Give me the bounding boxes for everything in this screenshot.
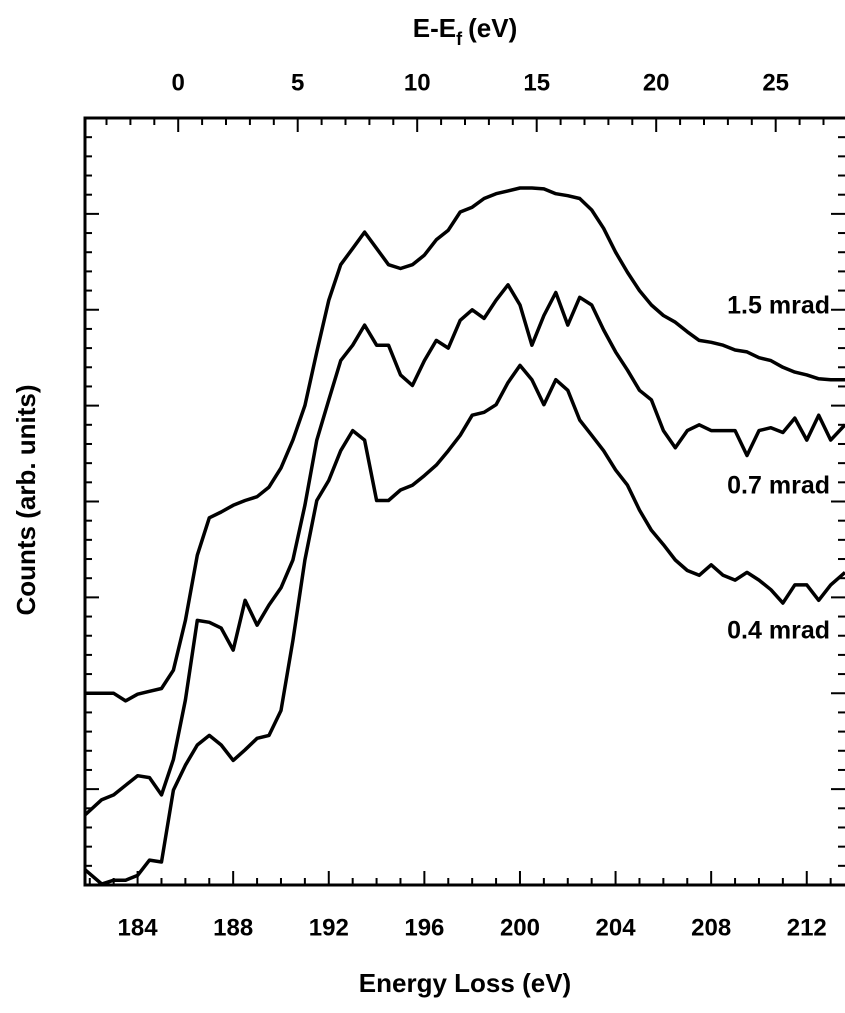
x2-tick-label: 25 [762,69,789,96]
x2-tick-label: 5 [291,69,304,96]
x-tick-label: 196 [404,914,444,941]
curve-label: 1.5 mrad [727,292,830,320]
plot-frame [83,116,845,887]
x2-axis-title: E-Ef (eV) [413,13,517,49]
x-tick-label: 188 [213,914,253,941]
x-tick-label: 208 [691,914,731,941]
x-tick-label: 212 [787,914,827,941]
x-tick-label: 200 [500,914,540,941]
curve-label: 0.7 mrad [727,472,830,500]
y-axis-title: Counts (arb. units) [11,384,41,615]
x-axis-title: Energy Loss (eV) [359,968,571,998]
spectrum-line [83,363,845,886]
x2-tick-label: 20 [643,69,670,96]
x2-tick-label: 15 [523,69,550,96]
x-tick-label: 192 [309,914,349,941]
x2-title-sub: f [456,29,463,49]
x2-title-unit: (eV) [468,13,517,43]
x2-title-main: E-E [413,13,456,43]
spectrum-line [85,186,845,703]
spectrum-line [83,283,845,817]
x-tick-label: 184 [118,914,159,941]
x2-tick-label: 10 [404,69,431,96]
x-tick-label: 204 [596,914,637,941]
curve-label: 0.4 mrad [727,617,830,645]
x2-tick-label: 0 [172,69,185,96]
